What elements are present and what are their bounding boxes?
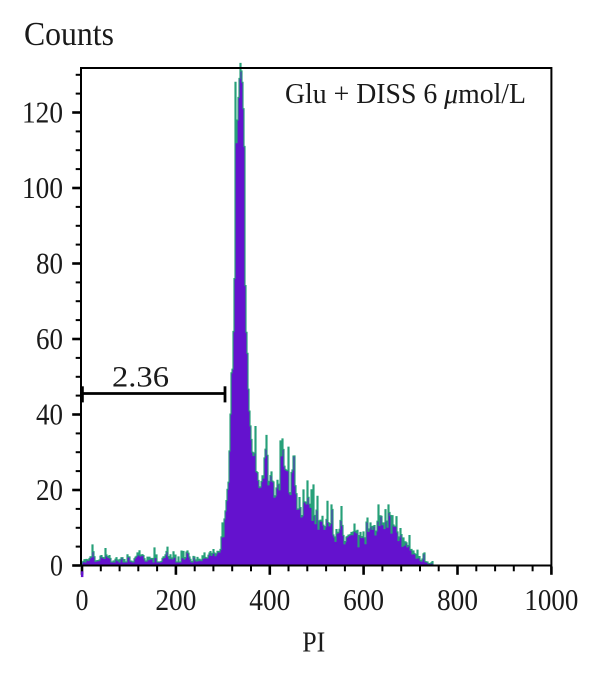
svg-text:600: 600	[343, 583, 384, 617]
svg-text:80: 80	[36, 247, 63, 281]
svg-text:Counts: Counts	[24, 16, 114, 53]
svg-text:200: 200	[155, 583, 196, 617]
svg-text:40: 40	[36, 398, 63, 432]
svg-text:800: 800	[437, 583, 478, 617]
svg-text:120: 120	[22, 96, 63, 130]
svg-text:Glu + DISS 6 μmol/L: Glu + DISS 6 μmol/L	[285, 78, 526, 110]
svg-text:60: 60	[36, 322, 63, 356]
svg-text:100: 100	[22, 171, 63, 205]
svg-text:20: 20	[36, 473, 63, 507]
svg-text:PI: PI	[302, 628, 325, 659]
svg-text:400: 400	[249, 583, 290, 617]
svg-text:1000: 1000	[524, 583, 578, 617]
svg-text:0: 0	[76, 583, 89, 617]
svg-text:2.36: 2.36	[112, 361, 169, 394]
svg-text:0: 0	[50, 549, 63, 583]
